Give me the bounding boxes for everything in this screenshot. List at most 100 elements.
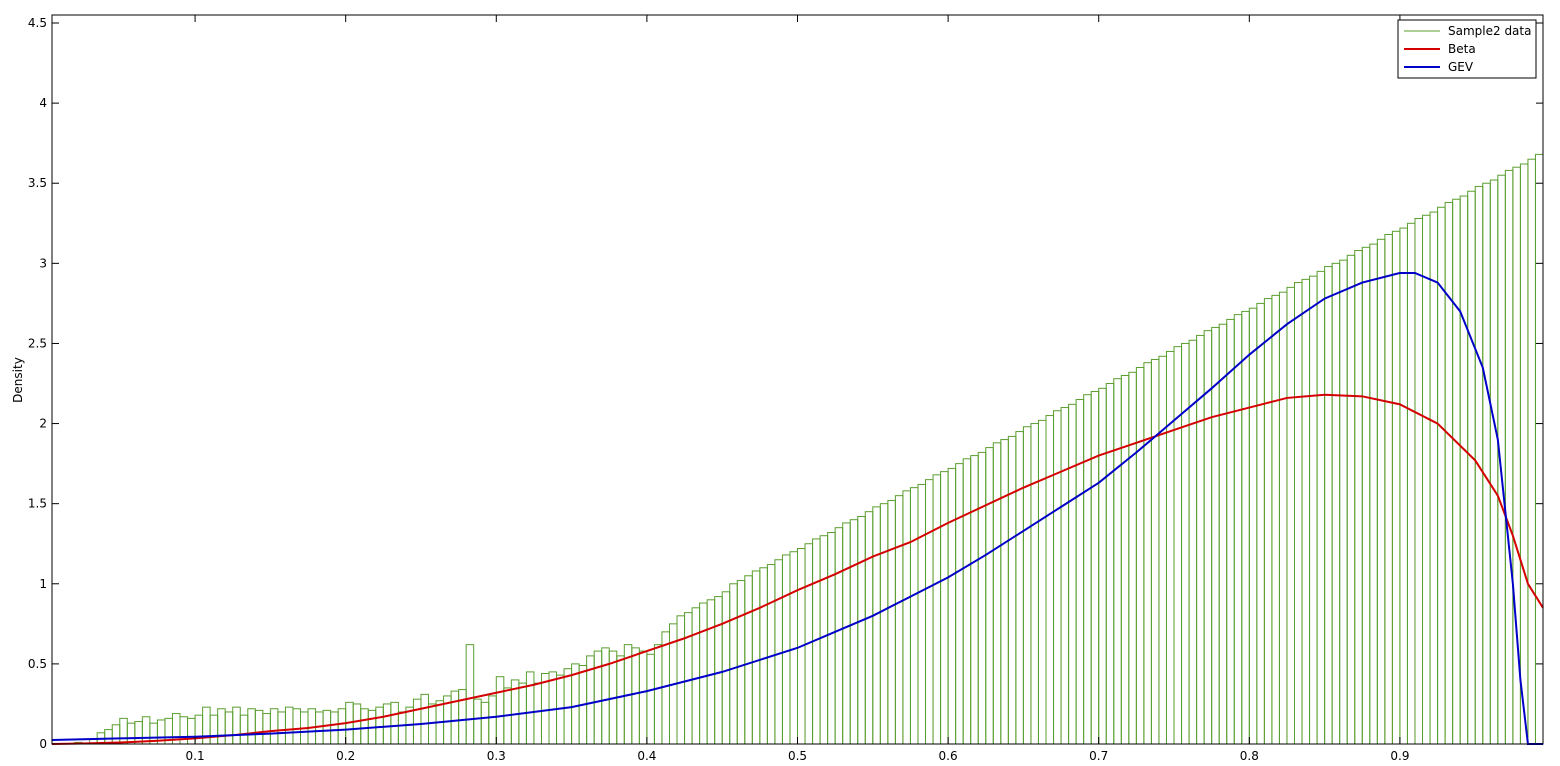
histogram-bar	[947, 467, 957, 745]
histogram-bar	[239, 714, 249, 745]
histogram-bar	[1015, 431, 1024, 745]
y-tick-label: 1	[39, 577, 47, 591]
histogram-bar	[1429, 211, 1439, 745]
histogram-bar	[194, 714, 204, 745]
histogram-bar	[616, 655, 625, 745]
histogram-bar	[774, 559, 783, 745]
series-line-beta	[51, 393, 1544, 745]
histogram-bar	[397, 711, 407, 745]
histogram-bar	[1391, 230, 1401, 745]
x-tick-label: 0.1	[186, 749, 205, 763]
histogram-bar	[390, 701, 399, 745]
histogram-bar	[706, 599, 716, 745]
histogram-bar	[458, 689, 467, 745]
histogram-bar	[1309, 275, 1318, 745]
x-tick-label: 0.4	[637, 749, 656, 763]
histogram-bar	[962, 458, 972, 745]
histogram-bar	[1263, 298, 1273, 745]
histogram-bar	[879, 503, 889, 745]
histogram-bar	[1452, 198, 1461, 745]
histogram-bar	[1037, 419, 1047, 745]
histogram-bar	[1120, 374, 1130, 745]
histogram-bar	[864, 511, 874, 745]
y-axis-ticks: 0 0.5 1 1.5 2 2.5 3 3.5 4 4.5	[28, 16, 1543, 751]
histogram-bar	[254, 709, 264, 745]
histogram-bar	[375, 706, 384, 745]
histogram-bar	[232, 706, 241, 745]
histogram-bar	[1226, 318, 1235, 745]
histogram-bar	[450, 690, 460, 745]
histogram-bar	[714, 596, 723, 745]
histogram-bar	[525, 671, 535, 745]
histogram-bar	[217, 708, 226, 745]
histogram-bar	[1467, 190, 1476, 745]
histogram-bar	[360, 708, 369, 745]
histogram-bar	[646, 653, 655, 745]
histogram-bar	[676, 615, 686, 745]
histogram-bar	[1173, 346, 1183, 745]
histogram-bar	[1150, 358, 1160, 745]
histogram-bar	[284, 706, 294, 745]
histogram-bar	[638, 650, 648, 745]
histogram-bar	[909, 487, 919, 745]
histogram-bar	[209, 714, 219, 745]
histogram-bar	[224, 711, 234, 745]
fit-lines	[51, 271, 1544, 745]
histogram-bar	[1414, 217, 1424, 745]
y-tick-label: 2.5	[28, 336, 47, 350]
histogram-bar	[955, 463, 964, 745]
histogram-bar	[1007, 435, 1017, 745]
x-tick-label: 0.3	[487, 749, 506, 763]
x-tick-label: 0.2	[336, 749, 355, 763]
histogram-bar	[1083, 394, 1092, 745]
histogram-bar	[902, 490, 911, 745]
histogram-bar	[872, 506, 881, 745]
histogram-bar	[187, 717, 196, 745]
histogram-bar	[699, 602, 708, 745]
histogram-bar	[1459, 195, 1469, 745]
histogram-bar	[1241, 310, 1250, 745]
histogram-bar	[766, 564, 776, 745]
histogram-bar	[1294, 282, 1303, 745]
histogram-bar	[819, 535, 829, 745]
histogram-bar	[1301, 278, 1311, 745]
histogram-bar	[1376, 238, 1386, 745]
y-tick-label: 3.5	[28, 176, 47, 190]
histogram-bar	[1339, 259, 1348, 745]
histogram-bar	[322, 709, 332, 745]
histogram-bar	[1128, 371, 1137, 745]
histogram-bar	[548, 671, 558, 745]
histogram-bar	[1233, 314, 1243, 745]
histogram-bar	[1444, 201, 1454, 745]
histogram-bar	[1399, 227, 1408, 745]
histogram-bar	[721, 591, 731, 745]
histogram-bar	[1060, 407, 1070, 745]
histogram-bar	[1090, 391, 1100, 745]
histogram-bar	[1489, 179, 1499, 745]
histogram-bar	[1482, 182, 1491, 745]
histogram-bar	[1286, 286, 1295, 745]
histogram-bar	[1519, 163, 1529, 745]
histogram-bar	[653, 644, 663, 745]
histogram-bar	[269, 708, 279, 745]
legend-label-gev: GEV	[1448, 60, 1474, 74]
histogram-bar	[1135, 366, 1145, 745]
histogram-bar	[247, 708, 256, 745]
histogram-bar	[488, 695, 497, 745]
histogram-bar	[1022, 426, 1032, 745]
histogram-bar	[277, 711, 286, 745]
histogram-bar	[1181, 342, 1190, 745]
histogram-bar	[887, 499, 896, 745]
histogram-bar	[1271, 294, 1280, 745]
histogram-bar	[834, 527, 844, 745]
histogram-bar	[1278, 291, 1288, 745]
histogram-bar	[420, 693, 430, 745]
histogram-bar	[330, 711, 339, 745]
histogram-bar	[1030, 423, 1039, 745]
x-tick-label: 0.7	[1089, 749, 1108, 763]
histogram-bar	[1165, 350, 1175, 745]
y-tick-label: 0	[39, 737, 47, 751]
histogram-bar	[736, 580, 746, 745]
histogram-bar	[977, 451, 987, 745]
